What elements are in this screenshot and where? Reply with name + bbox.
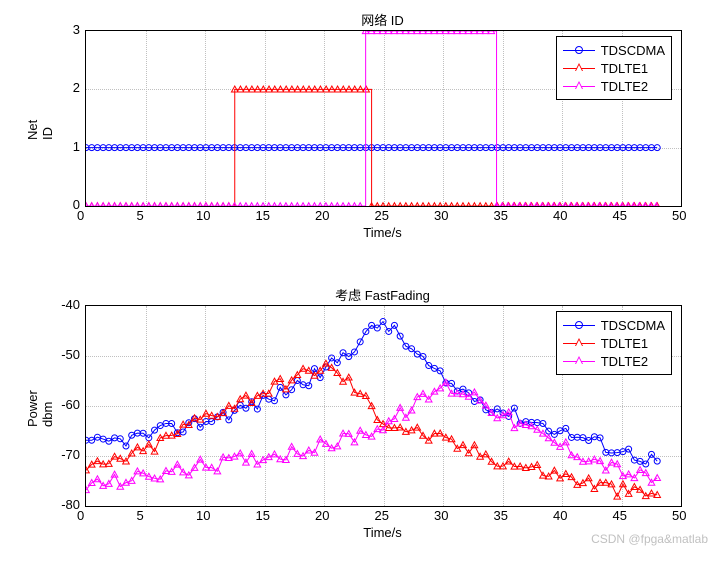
ytick-label: -60 [61,397,80,412]
xtick-label: 30 [434,508,448,523]
x-axis-label: Time/s [85,225,680,240]
legend-swatch [563,336,595,350]
legend-label: TDLTE2 [601,79,648,94]
y-axis-label: Power dbm [25,397,55,427]
legend-swatch [563,79,595,93]
legend-label: TDSCDMA [601,318,665,333]
xtick-label: 35 [494,208,508,223]
figure: 051015202530354045500123网络 IDTime/sNet I… [10,5,713,556]
xtick-label: 40 [553,208,567,223]
xtick-label: 50 [672,208,686,223]
ytick-label: -80 [61,497,80,512]
chart-title: 考虑 FastFading [85,285,680,304]
legend-item: TDSCDMA [563,316,665,334]
ytick-label: 0 [73,197,80,212]
ytick-label: 3 [73,22,80,37]
xtick-label: 45 [613,208,627,223]
xtick-label: 45 [613,508,627,523]
xtick-label: 40 [553,508,567,523]
ytick-label: -70 [61,447,80,462]
xtick-label: 20 [315,208,329,223]
legend-label: TDLTE2 [601,354,648,369]
xtick-label: 50 [672,508,686,523]
xtick-label: 30 [434,208,448,223]
legend: TDSCDMA TDLTE1 TDLTE2 [556,311,672,375]
legend-swatch [563,354,595,368]
legend-item: TDLTE2 [563,352,665,370]
xtick-label: 5 [137,508,144,523]
legend-item: TDLTE1 [563,334,665,352]
ytick-label: -40 [61,297,80,312]
xtick-label: 25 [375,208,389,223]
ytick-label: 2 [73,80,80,95]
ytick-label: -50 [61,347,80,362]
xtick-label: 20 [315,508,329,523]
xtick-label: 15 [256,508,270,523]
legend: TDSCDMA TDLTE1 TDLTE2 [556,36,672,100]
legend-swatch [563,43,595,57]
legend-item: TDLTE1 [563,59,665,77]
legend-swatch [563,318,595,332]
watermark: CSDN @fpga&matlab [591,532,708,546]
xtick-label: 10 [196,208,210,223]
legend-swatch [563,61,595,75]
xtick-label: 35 [494,508,508,523]
xtick-label: 15 [256,208,270,223]
xtick-label: 5 [137,208,144,223]
chart-title: 网络 ID [85,10,680,29]
legend-item: TDLTE2 [563,77,665,95]
y-axis-label: Net ID [25,110,55,140]
xtick-label: 25 [375,508,389,523]
xtick-label: 10 [196,508,210,523]
legend-label: TDLTE1 [601,336,648,351]
ytick-label: 1 [73,139,80,154]
legend-label: TDLTE1 [601,61,648,76]
legend-label: TDSCDMA [601,43,665,58]
legend-item: TDSCDMA [563,41,665,59]
